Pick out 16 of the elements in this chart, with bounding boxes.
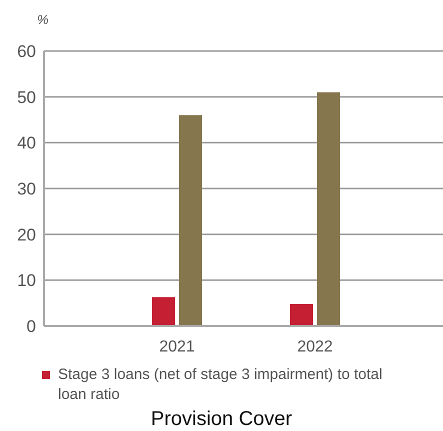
x-tick-label: 2022: [297, 338, 333, 356]
y-tick-label: 20: [17, 225, 36, 244]
y-tick-label: 0: [26, 317, 36, 336]
bar: [179, 115, 202, 326]
x-tick-label: 2021: [159, 338, 195, 356]
y-tick-label: 50: [17, 88, 36, 107]
bar: [152, 297, 175, 326]
legend-label: Stage 3 loans (net of stage 3 impairment) to total loan ratio: [58, 365, 384, 405]
y-tick-label: 30: [17, 180, 36, 199]
text: Provision Cover: [150, 408, 294, 431]
y-tick-label: 40: [17, 134, 36, 153]
y-axis-title: %: [37, 12, 49, 27]
bar: [317, 92, 340, 326]
y-tick-label: 10: [17, 271, 36, 290]
bar: [290, 304, 313, 326]
y-tick-label: 60: [17, 42, 36, 62]
